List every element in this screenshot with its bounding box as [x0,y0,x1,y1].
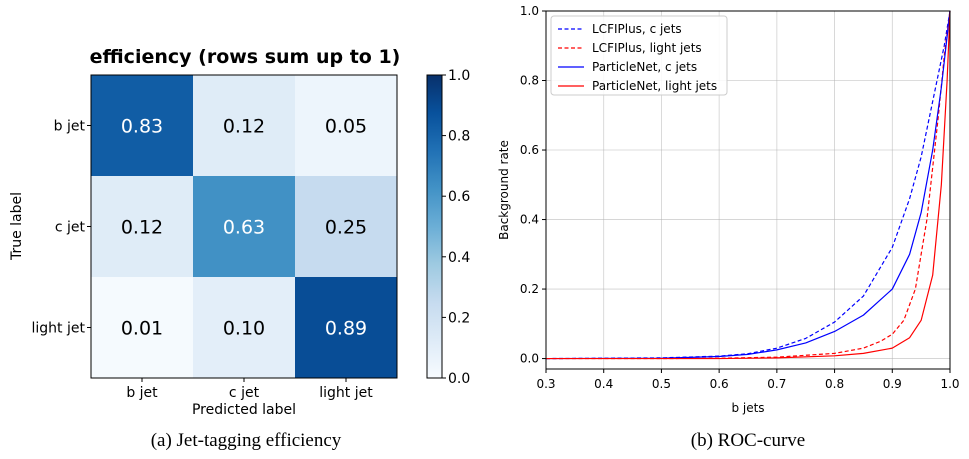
roc-x-tick-label: 1.0 [940,377,959,391]
colorbar [426,74,443,379]
roc-x-tick-label: 0.5 [652,377,671,391]
heatmap-cell [295,176,398,278]
heatmap-cell [91,277,194,379]
heatmap-xlabel: Predicted label [192,402,296,418]
colorbar-tick-label: 0.6 [448,189,470,205]
heatmap-ylabel: True label [9,192,25,261]
roc-x-tick-label: 0.8 [825,377,844,391]
legend-label: ParticleNet, light jets [592,79,717,93]
heatmap-cell-label: 0.25 [325,217,367,239]
roc-y-tick-label: 0.0 [520,352,539,366]
legend-label: LCFIPlus, light jets [592,41,702,55]
roc-x-ticks: 0.3 0.4 0.5 0.6 0.7 0.8 0.9 1.0 [536,369,960,391]
roc-lines [545,10,951,360]
heatmap-title: efficiency (rows sum up to 1) [90,46,401,68]
heatmap-cell [193,277,296,379]
roc-panel: 0.3 0.4 0.5 0.6 0.7 0.8 0.9 1.0 0.0 0.2 0.4 0.6 0.8… [497,4,960,451]
roc-series-line [545,10,951,360]
heatmap-cell [91,75,194,177]
heatmap-cell [295,277,398,379]
heatmap-caption: (a) Jet-tagging efficiency [151,430,342,451]
colorbar-tick-label: 0.0 [448,371,470,387]
heatmap-x-tick-label: c jet [229,385,260,401]
roc-ylabel: Background rate [497,140,511,240]
heatmap-x-tick-label: b jet [126,385,158,401]
colorbar-tick-label: 1.0 [448,68,470,84]
heatmap-cells: 0.83 0.12 0.05 0.12 0.63 0.25 0.01 0.10 0.89 [91,75,398,379]
heatmap-cell-label: 0.63 [223,217,265,239]
roc-y-tick-label: 0.2 [520,282,539,296]
roc-y-tick-label: 0.6 [520,143,539,157]
heatmap-cell-label: 0.01 [121,318,163,340]
heatmap-cell-label: 0.10 [223,318,265,340]
roc-x-tick-label: 0.4 [594,377,613,391]
roc-y-tick-label: 1.0 [520,4,539,18]
heatmap-cell [193,176,296,278]
colorbar-tick-label: 0.4 [448,250,470,266]
heatmap-cell [91,176,194,278]
roc-x-tick-label: 0.3 [536,377,555,391]
heatmap-cell-label: 0.12 [223,116,265,138]
heatmap-cell-label: 0.05 [325,116,367,138]
roc-caption: (b) ROC-curve [691,430,806,451]
heatmap-cell [193,75,296,177]
roc-y-tick-label: 0.4 [520,213,539,227]
roc-y-ticks: 0.0 0.2 0.4 0.6 0.8 1.0 [520,4,546,366]
roc-series-line [546,10,951,360]
legend-box [550,15,728,96]
heatmap-cell [295,75,398,177]
heatmap-x-ticks: b jet c jet light jet [126,378,373,401]
roc-legend: LCFIPlus, c jets LCFIPlus, light jets Part… [550,15,728,96]
roc-x-tick-label: 0.7 [767,377,786,391]
heatmap-y-tick-label: b jet [54,119,86,135]
heatmap-y-tick-label: c jet [55,220,86,236]
heatmap-cell-label: 0.12 [121,217,163,239]
heatmap-y-ticks: b jet c jet light jet [32,119,91,337]
roc-frame [545,10,951,370]
roc-xlabel: b jets [731,401,764,415]
roc-x-tick-label: 0.9 [883,377,902,391]
colorbar-tick-label: 0.8 [448,129,470,145]
heatmap-x-tick-label: light jet [319,385,373,401]
heatmap-cell-label: 0.83 [121,116,163,138]
roc-y-tick-label: 0.8 [520,74,539,88]
colorbar-ticks: 0.0 0.2 0.4 0.6 0.8 1.0 [442,68,470,387]
heatmap-cell-label: 0.89 [325,318,367,340]
colorbar-tick-label: 0.2 [448,310,470,326]
roc-series-line [545,10,951,360]
legend-label: ParticleNet, c jets [592,60,697,74]
legend-label: LCFIPlus, c jets [592,22,682,36]
roc-x-tick-label: 0.6 [710,377,729,391]
heatmap-panel: efficiency (rows sum up to 1) 0.83 0.12 0.… [9,46,470,451]
heatmap-y-tick-label: light jet [32,321,86,337]
